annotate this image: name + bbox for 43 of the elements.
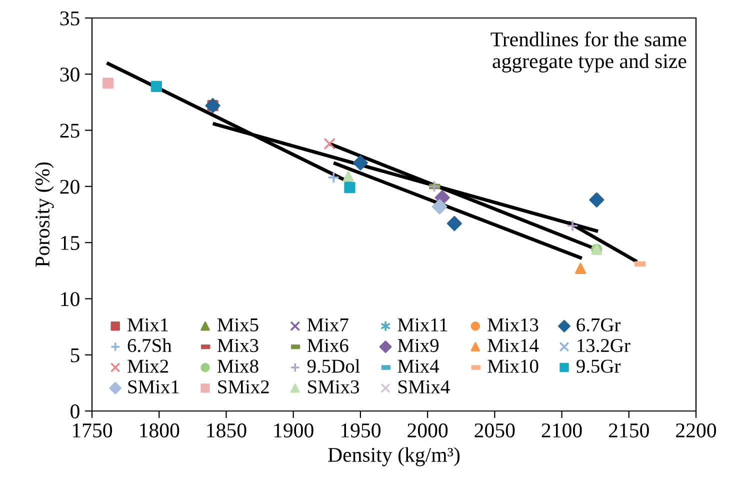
legend-label: 6.7Sh	[128, 338, 172, 352]
y-tick-label: 25	[60, 124, 80, 138]
y-tick-label: 20	[60, 180, 80, 194]
x-tick-label: 1950	[341, 423, 380, 438]
legend-label: Mix3	[217, 339, 258, 352]
legend-label: Mix11	[398, 318, 448, 332]
legend-label: SMix1	[128, 380, 179, 394]
legend-label: SMix2	[218, 380, 269, 394]
y-tick-label: 30	[60, 68, 80, 82]
legend-label: 13.2Gr	[578, 339, 630, 352]
legend-label: Mix5	[217, 318, 258, 332]
x-tick-label: 1900	[274, 423, 314, 438]
x-tick-label: 2150	[608, 423, 649, 438]
x-axis-title: Density (kg/m³)	[328, 447, 460, 466]
legend-label: 6.7Gr	[576, 318, 621, 332]
annotation: Trendlines for the same aggregate type and size	[490, 32, 686, 72]
x-tick-label: 1850	[207, 423, 246, 438]
legend-label: Mix1	[128, 318, 168, 332]
y-tick-label: 5	[70, 348, 80, 362]
legend-label: Mix9	[398, 339, 439, 352]
legend-label: SMix3	[308, 380, 359, 394]
x-tick-label: 2050	[474, 423, 515, 438]
legend-label: Mix2	[128, 360, 168, 373]
legend-label: 9.5Dol	[307, 359, 360, 373]
legend-label: Mix13	[488, 318, 538, 332]
x-tick-label: 1800	[140, 423, 180, 438]
legend-label: Mix8	[217, 360, 258, 373]
y-tick-label: 15	[61, 236, 80, 250]
legend-label: Mix6	[307, 339, 348, 352]
x-tick-label: 2100	[542, 423, 582, 438]
legend-label: SMix4	[398, 380, 450, 394]
x-tick-label: 2200	[676, 423, 716, 438]
x-tick-label: 1750	[73, 423, 112, 438]
y-tick-label: 10	[61, 292, 80, 306]
legend-label: Mix10	[488, 360, 538, 373]
y-axis-title: Porosity (%)	[34, 162, 54, 267]
legend-label: Mix4	[398, 360, 440, 373]
x-tick-label: 2000	[408, 423, 448, 438]
legend-label: Mix7	[307, 318, 348, 332]
legend-label: 9.5Gr	[576, 360, 621, 373]
y-tick-label: 0	[70, 404, 80, 418]
y-tick-label: 35	[60, 11, 80, 26]
legend-label: Mix14	[488, 339, 539, 352]
